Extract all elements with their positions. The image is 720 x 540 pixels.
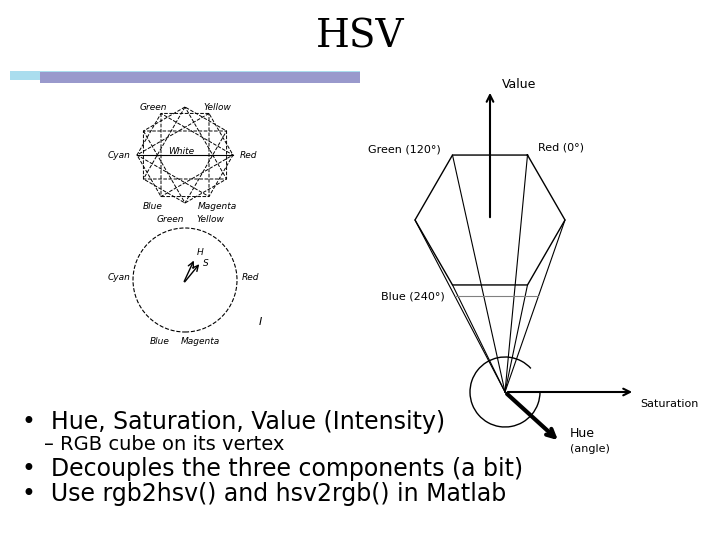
Text: Magenta: Magenta bbox=[197, 202, 237, 211]
Text: •  Use rgb2hsv() and hsv2rgb() in Matlab: • Use rgb2hsv() and hsv2rgb() in Matlab bbox=[22, 482, 506, 506]
Text: Red (0°): Red (0°) bbox=[538, 142, 583, 152]
Text: White: White bbox=[168, 147, 194, 157]
Bar bbox=[40, 72, 360, 83]
Text: Value: Value bbox=[502, 78, 536, 91]
Text: •  Decouples the three components (a bit): • Decouples the three components (a bit) bbox=[22, 457, 523, 481]
Text: Green: Green bbox=[156, 215, 184, 225]
Text: Cyan: Cyan bbox=[107, 151, 130, 159]
Text: H: H bbox=[197, 248, 204, 257]
Text: Green: Green bbox=[139, 103, 167, 112]
Text: (angle): (angle) bbox=[570, 444, 610, 454]
Text: Blue: Blue bbox=[150, 338, 170, 347]
Text: – RGB cube on its vertex: – RGB cube on its vertex bbox=[44, 435, 284, 454]
Text: Red: Red bbox=[240, 151, 258, 159]
Text: Yellow: Yellow bbox=[203, 103, 231, 112]
Text: Magenta: Magenta bbox=[181, 338, 220, 347]
Text: Yellow: Yellow bbox=[196, 215, 224, 225]
Text: Cyan: Cyan bbox=[107, 273, 130, 281]
Text: Hue: Hue bbox=[570, 427, 595, 440]
Text: Red: Red bbox=[242, 273, 260, 281]
Text: Blue: Blue bbox=[143, 202, 163, 211]
Text: HSV: HSV bbox=[315, 18, 405, 55]
Bar bbox=[10, 71, 360, 80]
Text: S: S bbox=[203, 259, 209, 268]
Text: •  Hue, Saturation, Value (Intensity): • Hue, Saturation, Value (Intensity) bbox=[22, 410, 445, 434]
Text: Green (120°): Green (120°) bbox=[368, 144, 441, 154]
Text: Saturation: Saturation bbox=[640, 399, 698, 409]
Text: I: I bbox=[259, 317, 262, 327]
Text: Blue (240°): Blue (240°) bbox=[381, 292, 444, 302]
